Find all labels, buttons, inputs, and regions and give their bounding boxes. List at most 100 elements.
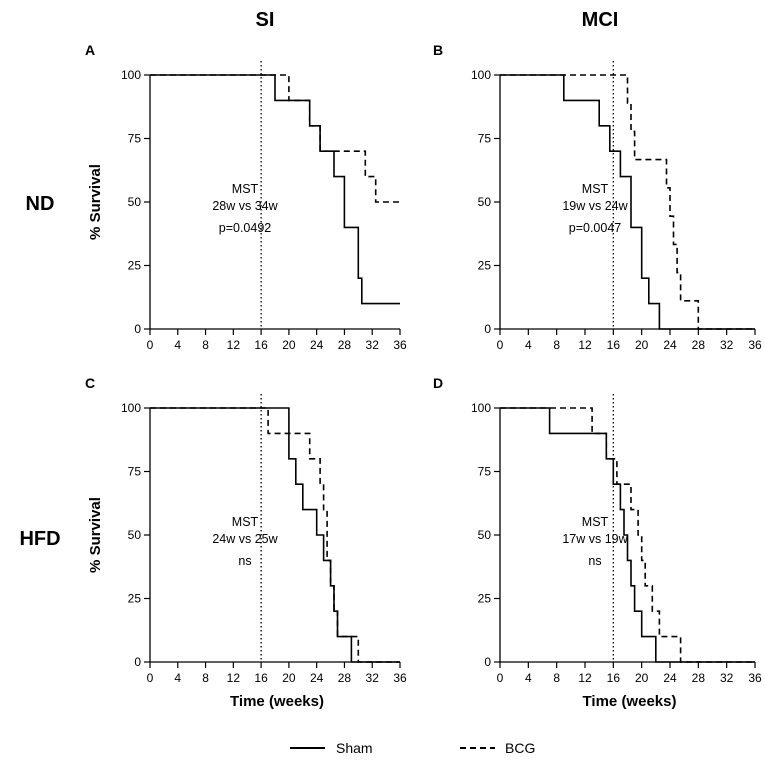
panel-b-x-tick-label: 36	[748, 338, 762, 352]
panel-a-x-tick-label: 16	[254, 338, 268, 352]
panel-d: D 0 25 50 75 100 0 4 8 12 16 20 24 28 32 36 Time (weeks)…	[433, 375, 762, 710]
panel-b-x-tick-label: 8	[553, 338, 560, 352]
panel-c-x-tick-label: 12	[227, 671, 241, 685]
panel-d-x-axis-title: Time (weeks)	[583, 693, 677, 710]
panel-b-x-tick-label: 32	[720, 338, 734, 352]
panel-a-y-tick-label: 100	[121, 68, 141, 82]
panels: A 0 25 50 75 100 0 4 8 12 16 20 24 28 32 36 % Survival MS…	[85, 42, 762, 710]
panel-a-y-tick-label: 50	[128, 195, 142, 209]
panel-b-x-tick-label: 12	[578, 338, 592, 352]
panel-c-annotation-line: ns	[238, 554, 251, 568]
panel-c-y-tick-label: 0	[134, 655, 141, 669]
panel-a-series-bcg	[150, 74, 400, 203]
row-title-hfd: HFD	[19, 528, 60, 550]
panel-c-x-tick-label: 8	[202, 671, 209, 685]
panel-c-x-tick-label: 28	[338, 671, 352, 685]
panel-c-x-tick-label: 32	[366, 671, 380, 685]
panel-b-annotation-line: p=0.0047	[569, 221, 622, 235]
panel-c-x-tick-label: 4	[174, 671, 181, 685]
panel-d-x-tick-label: 12	[578, 671, 592, 685]
panel-c-annotation-line: MST	[232, 515, 259, 529]
panel-c: C 0 25 50 75 100 0 4 8 12 16 20 24 28 32 36 % Survival Ti…	[85, 375, 407, 710]
panel-b-x-tick-label: 28	[692, 338, 706, 352]
panel-a-x-tick-label: 4	[174, 338, 181, 352]
legend-bcg-label: BCG	[505, 740, 535, 756]
legend-sham-label: Sham	[336, 740, 373, 756]
panel-b-series-sham	[500, 74, 755, 330]
panel-c-letter: C	[85, 375, 95, 391]
panel-a-x-tick-label: 36	[393, 338, 407, 352]
panel-c-annotation-line: 24w vs 25w	[212, 532, 278, 546]
panel-b-annotation-line: 19w vs 24w	[562, 199, 628, 213]
panel-b-y-tick-label: 0	[484, 322, 491, 336]
panel-b-x-tick-label: 24	[663, 338, 677, 352]
panel-a-y-axis-title: % Survival	[87, 164, 104, 240]
panel-b-x-tick-label: 20	[635, 338, 649, 352]
panel-c-y-axis-title: % Survival	[87, 497, 104, 573]
panel-c-x-tick-label: 20	[282, 671, 296, 685]
panel-a-letter: A	[85, 42, 95, 58]
panel-c-x-tick-label: 36	[393, 671, 407, 685]
panel-a-x-tick-label: 24	[310, 338, 324, 352]
panel-d-y-tick-label: 0	[484, 655, 491, 669]
panel-b-series-bcg	[500, 74, 755, 330]
panel-a-y-tick-label: 75	[128, 132, 142, 146]
panel-c-y-tick-label: 75	[128, 465, 142, 479]
panel-a-x-tick-label: 0	[147, 338, 154, 352]
panel-c-y-tick-label: 25	[128, 592, 142, 606]
panel-a-x-tick-label: 20	[282, 338, 296, 352]
column-title-mci: MCI	[582, 9, 619, 31]
panel-a-y-tick-label: 0	[134, 322, 141, 336]
panel-c-y-tick-label: 100	[121, 401, 141, 415]
panel-d-x-tick-label: 36	[748, 671, 762, 685]
column-title-si: SI	[256, 9, 275, 31]
panel-a-annotation-line: p=0.0492	[219, 221, 272, 235]
panel-d-annotation-line: MST	[582, 515, 609, 529]
panel-b-letter: B	[433, 42, 443, 58]
panel-b-x-tick-label: 0	[497, 338, 504, 352]
panel-d-series-bcg	[500, 407, 755, 663]
panel-d-x-tick-label: 4	[525, 671, 532, 685]
panel-a: A 0 25 50 75 100 0 4 8 12 16 20 24 28 32 36 % Survival MS…	[85, 42, 407, 352]
panel-c-x-tick-label: 16	[254, 671, 268, 685]
panel-b-x-tick-label: 4	[525, 338, 532, 352]
panel-d-x-tick-label: 20	[635, 671, 649, 685]
panel-d-x-tick-label: 32	[720, 671, 734, 685]
panel-d-annotation-line: 17w vs 19w	[562, 532, 628, 546]
panel-a-x-tick-label: 12	[227, 338, 241, 352]
panel-b-y-tick-label: 75	[478, 132, 492, 146]
panel-b-y-tick-label: 50	[478, 195, 492, 209]
panel-b: B 0 25 50 75 100 0 4 8 12 16 20 24 28 32 36 MST 19w vs 24…	[433, 42, 762, 352]
panel-c-y-tick-label: 50	[128, 528, 142, 542]
panel-b-y-tick-label: 25	[478, 259, 492, 273]
panel-c-x-tick-label: 0	[147, 671, 154, 685]
panel-d-annotation-line: ns	[588, 554, 601, 568]
panel-a-series-sham	[150, 74, 400, 305]
panel-d-y-tick-label: 50	[478, 528, 492, 542]
panel-a-annotation-line: 28w vs 34w	[212, 199, 278, 213]
panel-d-y-tick-label: 100	[471, 401, 491, 415]
panel-b-y-tick-label: 100	[471, 68, 491, 82]
panel-a-x-tick-label: 28	[338, 338, 352, 352]
panel-b-x-tick-label: 16	[607, 338, 621, 352]
panel-b-annotation-line: MST	[582, 182, 609, 196]
panel-c-x-tick-label: 24	[310, 671, 324, 685]
panel-d-letter: D	[433, 375, 443, 391]
panel-d-x-tick-label: 24	[663, 671, 677, 685]
panel-d-y-tick-label: 75	[478, 465, 492, 479]
panel-c-x-axis-title: Time (weeks)	[230, 693, 324, 710]
panel-d-x-tick-label: 16	[607, 671, 621, 685]
legend: Sham BCG	[290, 740, 535, 756]
panel-a-annotation-line: MST	[232, 182, 259, 196]
panel-a-x-tick-label: 8	[202, 338, 209, 352]
panel-a-x-tick-label: 32	[366, 338, 380, 352]
panel-d-x-tick-label: 28	[692, 671, 706, 685]
panel-d-x-tick-label: 0	[497, 671, 504, 685]
panel-d-series-sham	[500, 407, 755, 663]
row-title-nd: ND	[26, 193, 55, 215]
panel-a-y-tick-label: 25	[128, 259, 142, 273]
panel-c-series-bcg	[150, 407, 400, 663]
panel-d-y-tick-label: 25	[478, 592, 492, 606]
panel-d-x-tick-label: 8	[553, 671, 560, 685]
